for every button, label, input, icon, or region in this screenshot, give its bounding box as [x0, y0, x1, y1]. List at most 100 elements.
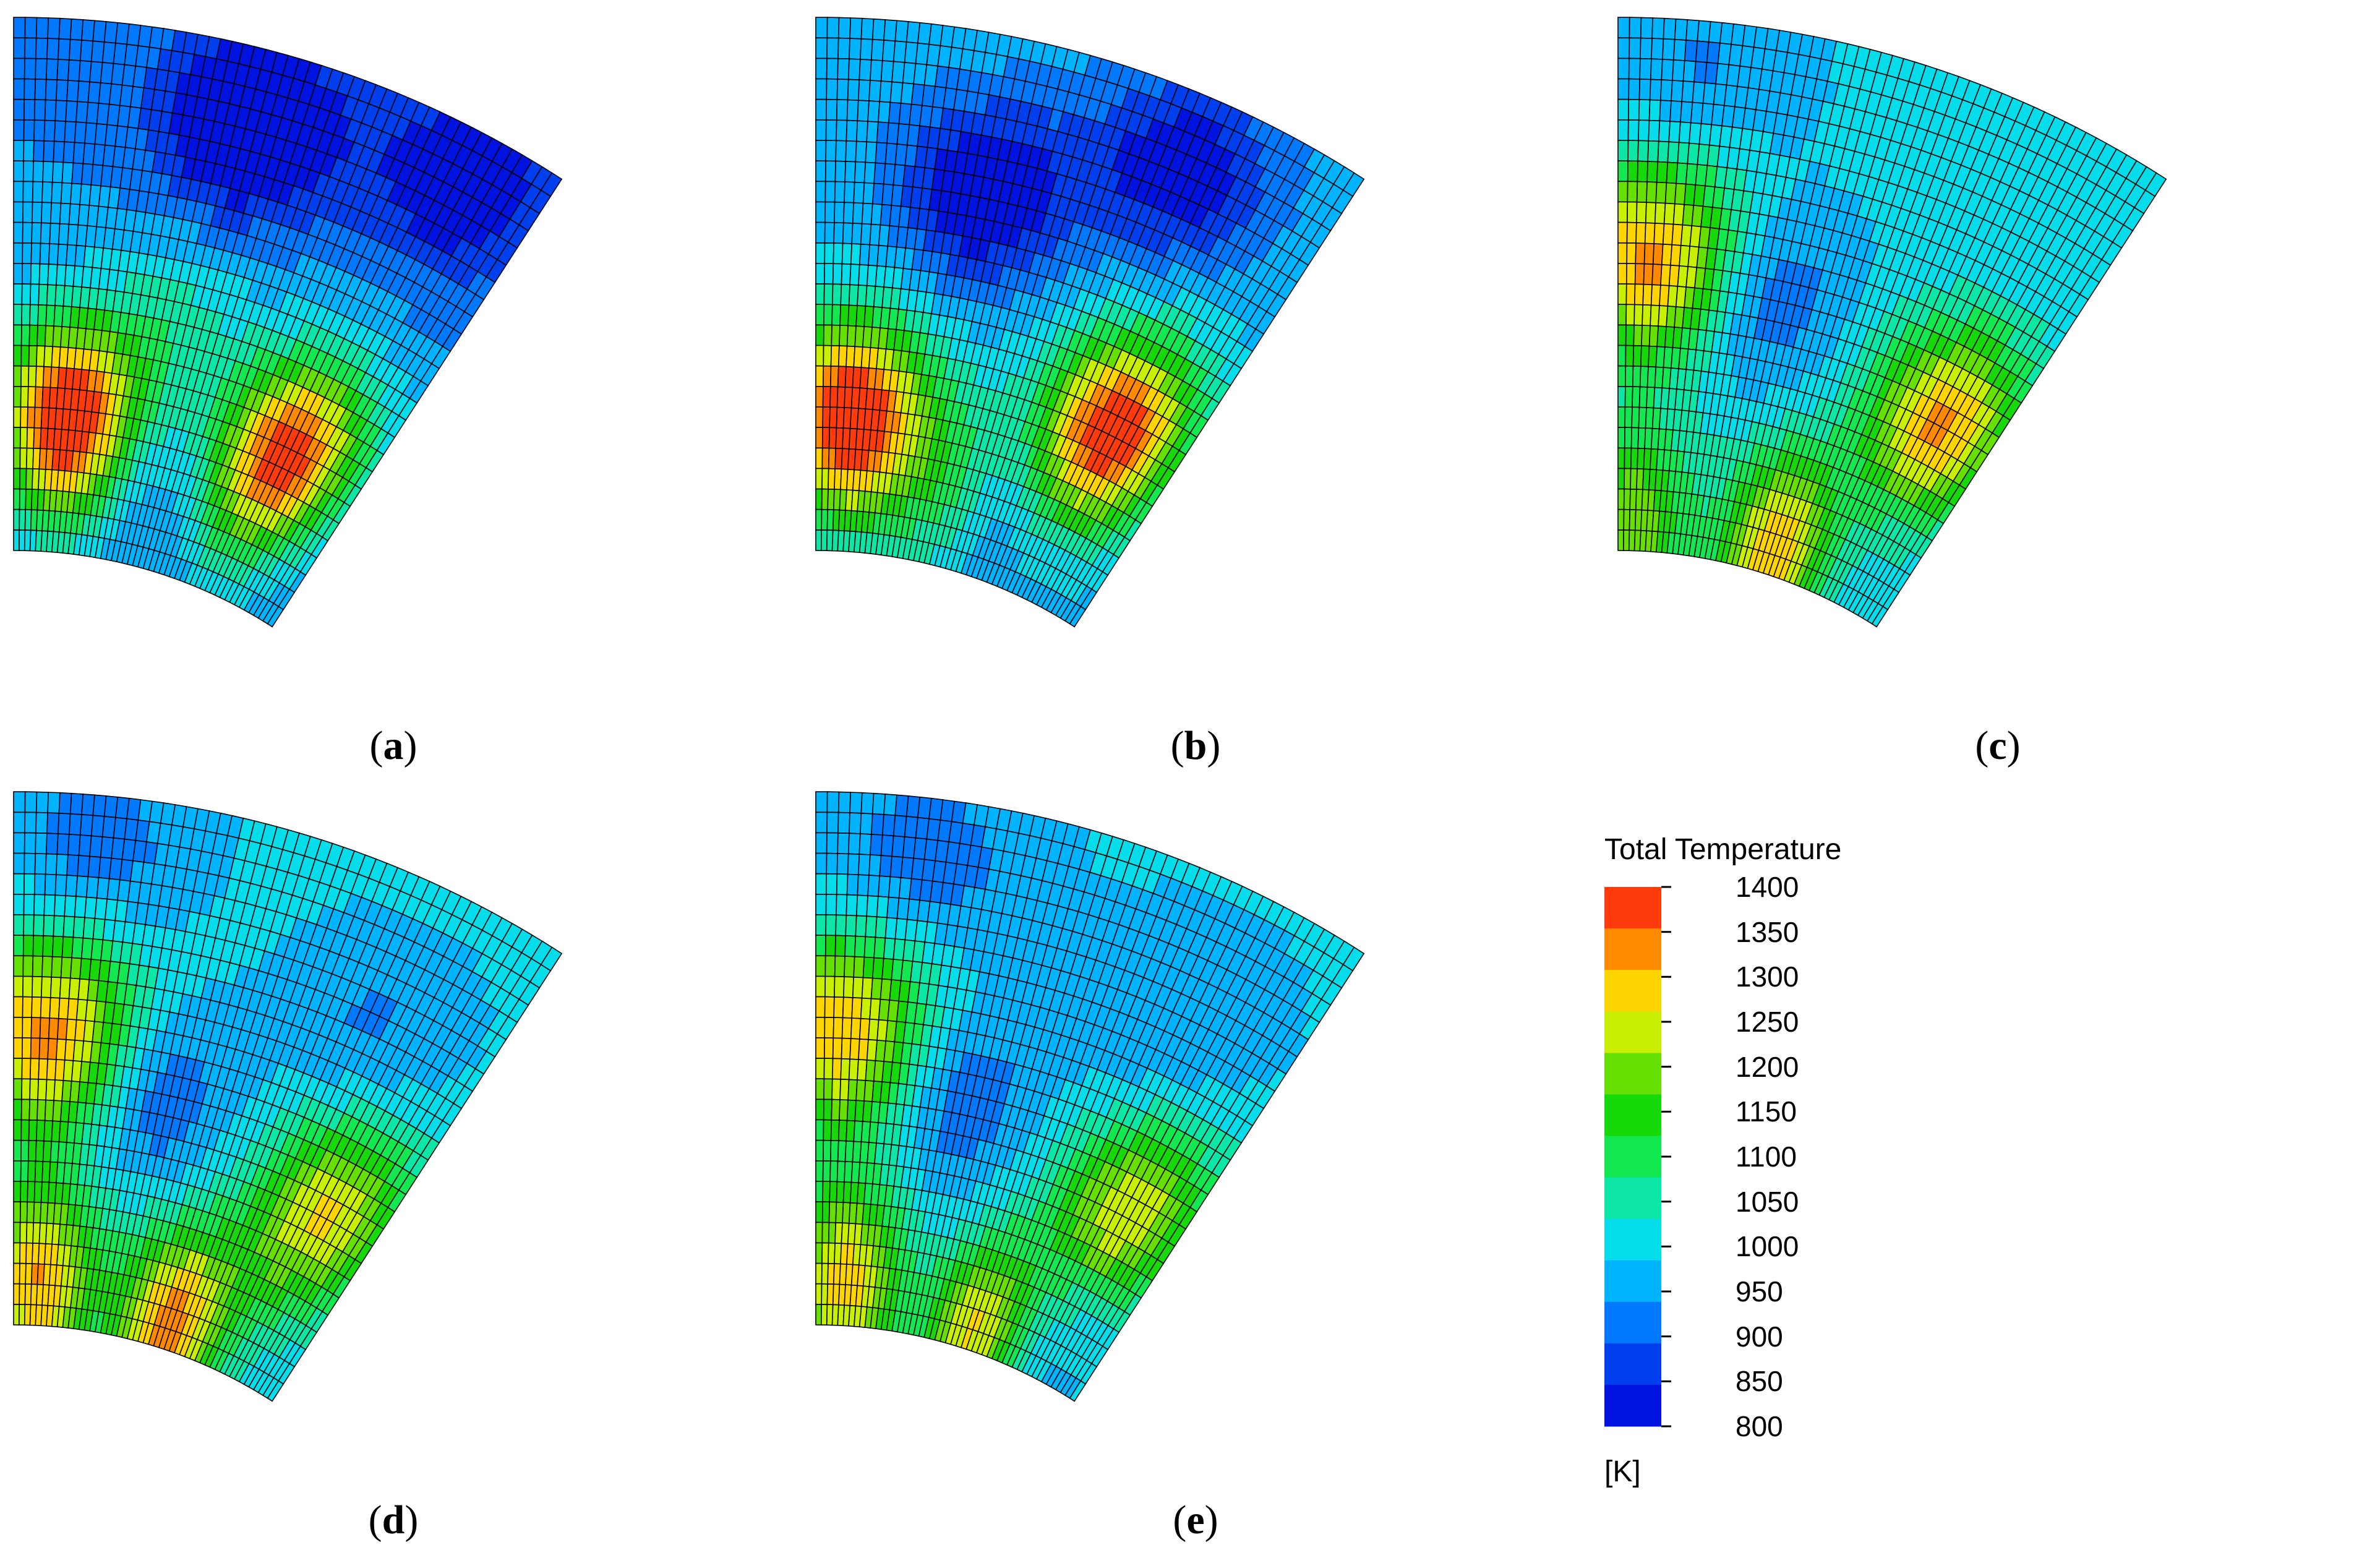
mesh-cell	[32, 201, 43, 224]
mesh-cell	[67, 834, 81, 856]
mesh-cell	[30, 1037, 41, 1060]
mesh-cell	[44, 99, 57, 122]
mesh-cell	[21, 1058, 32, 1080]
mesh-cell	[22, 1016, 32, 1039]
mesh-cell	[1638, 119, 1650, 142]
mesh-cell	[865, 141, 878, 164]
mesh-cell	[41, 956, 53, 978]
mesh-cell	[13, 160, 24, 182]
mesh-cell	[1651, 17, 1665, 40]
mesh-cell	[871, 18, 886, 41]
mesh-cell	[826, 78, 839, 100]
mesh-cell	[1637, 160, 1649, 182]
mesh-cell	[21, 1037, 32, 1060]
mesh-cell	[815, 242, 826, 264]
mesh-cell	[58, 812, 71, 835]
mesh-cell	[1617, 242, 1628, 264]
mesh-cell	[66, 854, 80, 877]
mesh-cell	[857, 79, 871, 101]
mesh-cell	[842, 222, 854, 244]
mesh-cell	[846, 99, 859, 122]
mesh-cell	[824, 221, 835, 244]
mesh-cell	[852, 202, 864, 225]
mesh-cell	[1629, 17, 1642, 39]
mesh-cell	[1642, 283, 1653, 306]
mesh-cell	[13, 181, 24, 203]
mesh-cell	[13, 1016, 24, 1038]
mesh-cell	[1625, 283, 1636, 306]
mesh-cell	[845, 140, 857, 163]
mesh-cell	[1658, 120, 1671, 143]
mesh-cell	[19, 1242, 27, 1264]
mesh-cell	[1649, 79, 1663, 101]
mesh-cell	[1632, 345, 1642, 367]
mesh-cell	[13, 1078, 23, 1100]
mesh-cell	[868, 80, 882, 103]
mesh-cell	[22, 160, 34, 182]
mesh-cell	[32, 955, 43, 978]
mesh-cell	[64, 121, 77, 143]
mesh-cell	[844, 181, 855, 203]
mesh-cell	[815, 508, 823, 531]
mesh-cell	[36, 1099, 46, 1121]
mesh-cell	[13, 1222, 21, 1244]
mesh-cell	[13, 1283, 20, 1305]
mesh-cell	[53, 894, 66, 917]
mesh-cell	[1629, 37, 1642, 59]
mesh-cell	[1646, 181, 1658, 203]
mesh-cell	[30, 263, 41, 285]
mesh-cell	[22, 221, 33, 244]
mesh-cell	[855, 120, 868, 143]
mesh-cell	[13, 529, 20, 551]
mesh-cell	[1633, 304, 1644, 326]
mesh-cell	[851, 223, 863, 245]
mesh-cell	[13, 893, 25, 915]
mesh-cell	[13, 447, 21, 469]
mesh-cell	[45, 853, 58, 876]
mesh-cell	[69, 792, 84, 815]
mesh-cell	[13, 283, 23, 306]
mesh-cell	[38, 1037, 49, 1060]
mesh-cell	[823, 365, 832, 387]
mesh-cell	[1617, 262, 1628, 285]
mesh-cell	[1622, 529, 1630, 552]
mesh-cell	[39, 1017, 51, 1039]
mesh-cell	[53, 140, 66, 163]
mesh-cell	[22, 242, 32, 265]
mesh-cell	[840, 283, 850, 306]
mesh-cell	[1669, 100, 1683, 123]
mesh-cell	[1617, 345, 1627, 367]
mesh-cell	[837, 58, 850, 80]
mesh-cell	[13, 98, 25, 121]
mesh-cell	[1617, 427, 1625, 449]
mesh-cell	[815, 58, 828, 80]
mesh-cell	[834, 181, 845, 203]
mesh-cell	[1672, 59, 1685, 82]
mesh-cell	[815, 160, 826, 182]
mesh-cell	[1627, 119, 1640, 142]
mesh-cell	[821, 488, 829, 510]
mesh-cell	[13, 1201, 21, 1223]
mesh-cell	[20, 1160, 29, 1183]
mesh-cell	[32, 181, 43, 203]
mesh-cell	[815, 78, 828, 100]
mesh-cell	[836, 79, 849, 101]
mesh-cell	[33, 873, 46, 896]
mesh-cell	[13, 365, 22, 387]
mesh-cell	[1654, 202, 1666, 225]
mesh-cell	[829, 406, 838, 429]
mesh-cell	[55, 854, 69, 876]
mesh-cell	[1617, 37, 1630, 59]
mesh-cell	[51, 956, 63, 978]
mesh-cell	[20, 1119, 30, 1141]
mesh-cell	[19, 447, 28, 469]
mesh-cell	[267, 606, 285, 628]
mesh-cell	[1617, 181, 1629, 203]
mesh-cell	[19, 468, 27, 490]
mesh-cell	[1632, 366, 1642, 388]
mesh-cell	[835, 140, 847, 162]
mesh-cell	[1685, 19, 1700, 42]
mesh-cell	[849, 38, 862, 60]
mesh-cell	[56, 59, 70, 81]
